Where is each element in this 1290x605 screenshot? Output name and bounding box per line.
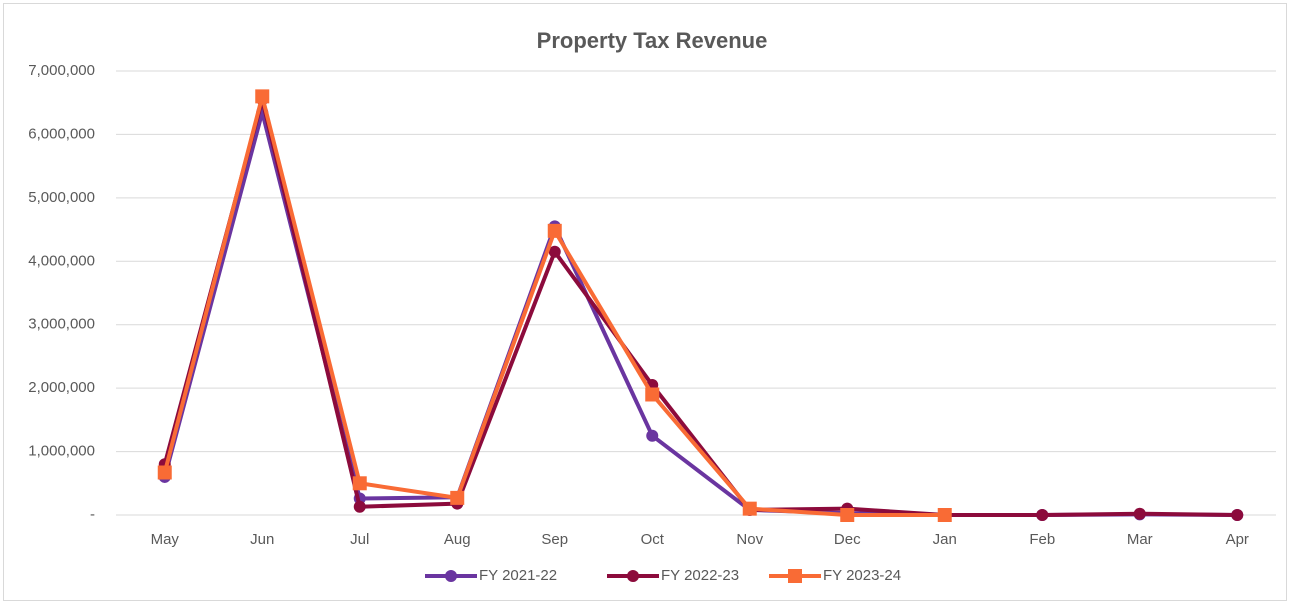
marker (937, 508, 952, 522)
x-tick-label: Aug (444, 531, 471, 548)
marker (788, 569, 802, 583)
marker (353, 500, 366, 513)
marker (450, 490, 465, 505)
y-tick-label: 6,000,000 (28, 125, 95, 142)
marker (255, 89, 270, 104)
y-tick-label: 4,000,000 (28, 252, 95, 269)
marker (627, 570, 639, 582)
y-tick-label: 7,000,000 (28, 62, 95, 79)
y-tick-label: - (90, 506, 95, 523)
y-tick-label: 5,000,000 (28, 189, 95, 206)
marker (445, 570, 457, 582)
x-tick-label: Jun (250, 531, 274, 548)
x-tick-label: Apr (1226, 531, 1249, 548)
marker (742, 501, 757, 516)
x-tick-label: Oct (641, 531, 665, 548)
x-tick-label: Sep (541, 531, 568, 548)
x-tick-label: May (151, 531, 180, 548)
marker (840, 508, 855, 522)
marker (352, 476, 367, 491)
marker (1231, 509, 1244, 521)
y-tick-label: 2,000,000 (28, 379, 95, 396)
marker (548, 245, 561, 258)
x-tick-label: Feb (1029, 531, 1055, 548)
marker (1036, 509, 1049, 521)
x-tick-label: Mar (1127, 531, 1153, 548)
marker (646, 429, 659, 442)
x-tick-label: Dec (834, 531, 861, 548)
chart-border (3, 3, 1287, 601)
x-tick-label: Jan (933, 531, 957, 548)
chart-title: Property Tax Revenue (537, 28, 768, 53)
legend-label: FY 2023-24 (823, 567, 901, 584)
marker (645, 387, 660, 402)
marker (547, 223, 562, 238)
marker (157, 465, 172, 480)
y-tick-label: 1,000,000 (28, 443, 95, 460)
marker (1133, 507, 1146, 520)
y-tick-label: 3,000,000 (28, 316, 95, 333)
x-tick-label: Jul (350, 531, 369, 548)
legend-label: FY 2021-22 (479, 567, 557, 584)
series-line (162, 97, 1238, 517)
legend-label: FY 2022-23 (661, 567, 739, 584)
x-tick-label: Nov (736, 531, 763, 548)
